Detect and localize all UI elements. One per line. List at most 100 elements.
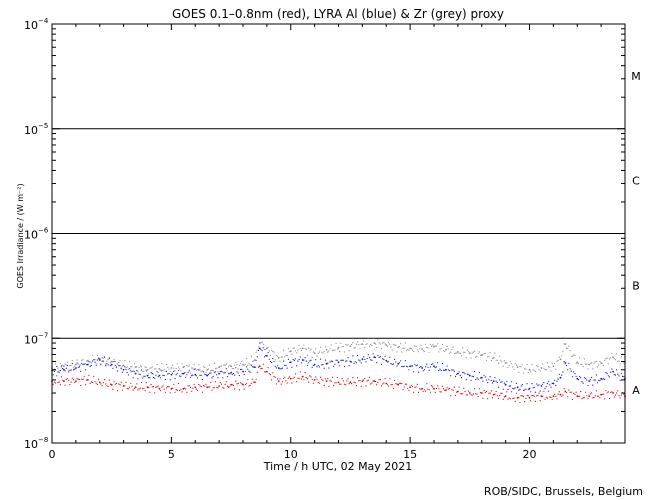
trace-dot [442,369,445,371]
trace-dot [458,386,460,388]
data-point [468,374,471,377]
trace-dot [569,368,571,370]
data-point [242,370,244,373]
trace-dot [513,368,515,370]
x-tick-label: 20 [523,448,537,461]
trace-dot [371,344,373,347]
data-point [337,381,340,384]
data-point [421,348,423,350]
data-point [313,352,316,355]
trace-dot [536,365,538,367]
trace-dot [285,380,287,382]
trace-dot [66,378,69,380]
trace-dot [511,363,513,365]
trace-dot [129,386,131,388]
trace-dot [321,364,323,366]
data-point [409,347,411,350]
trace-dot [606,357,608,359]
trace-dot [345,360,347,362]
trace-dot [277,378,279,380]
trace-dot [490,379,492,382]
trace-dot [289,361,291,363]
trace-dot [490,390,492,392]
trace-dot [416,364,418,366]
trace-dot [368,345,371,347]
trace-dot [431,363,433,366]
data-point [385,359,388,362]
trace-dot [601,393,603,395]
trace-dot [265,348,267,350]
trace-dot [267,346,269,348]
trace-dot [200,374,202,376]
trace-dot [257,366,260,368]
trace-dot [558,356,560,358]
trace-dot [175,374,177,376]
trace-dot [66,364,69,367]
trace-dot [623,393,625,395]
trace-dot [149,391,151,393]
trace-dot [247,379,249,381]
trace-dot [68,379,70,381]
trace-dot [74,368,76,370]
trace-dot [60,366,63,368]
trace-dot [55,382,57,384]
trace-dot [465,379,467,381]
trace-dot [508,364,510,366]
trace-dot [188,385,190,387]
trace-dot [546,362,549,364]
trace-dot [607,375,609,377]
trace-dot [328,385,330,387]
data-point [98,357,101,360]
trace-dot [484,352,486,354]
trace-dot [126,387,128,389]
trace-dot [438,388,440,390]
trace-dot [92,381,94,384]
trace-dot [437,385,439,387]
trace-dot [408,369,410,371]
trace-dot [119,384,121,386]
trace-dot [376,384,378,386]
trace-dot [497,362,500,364]
trace-dot [246,366,248,368]
trace-dot [238,374,240,377]
x-axis: 0 5 10 15 20 [49,24,626,461]
chart-title: GOES 0.1–0.8nm (red), LYRA Al (blue) & Z… [172,7,504,21]
trace-dot [497,397,500,399]
trace-dot [475,393,477,395]
trace-dot [495,380,497,382]
trace-dot [403,347,405,349]
trace-dot [602,378,605,380]
trace-dot [371,359,373,361]
trace-dot [561,355,563,357]
trace-dot [355,343,357,345]
trace-dot [440,347,442,349]
trace-dot [574,393,576,395]
trace-dot [151,386,153,388]
trace-dot [530,370,532,372]
trace-dot [281,356,283,358]
data-point [254,366,256,368]
trace-dot [188,370,190,372]
trace-dot [435,366,437,368]
trace-dot [263,371,266,373]
trace-dot [377,339,379,341]
trace-dot [526,394,528,397]
trace-dot [130,382,132,384]
trace-dot [243,373,245,375]
trace-dot [292,347,294,349]
trace-dot [425,366,427,368]
trace-dot [359,379,361,382]
trace-dot [231,367,233,369]
trace-dot [439,391,441,393]
trace-dot [419,366,421,368]
trace-dot [532,394,534,396]
trace-dot [244,383,246,386]
trace-dot [209,386,211,388]
trace-dot [168,385,170,388]
trace-dot [348,350,350,352]
data-point [75,380,77,382]
trace-dot [383,358,385,360]
trace-dot [53,370,56,372]
trace-dot [72,379,75,381]
trace-dot [155,386,157,389]
